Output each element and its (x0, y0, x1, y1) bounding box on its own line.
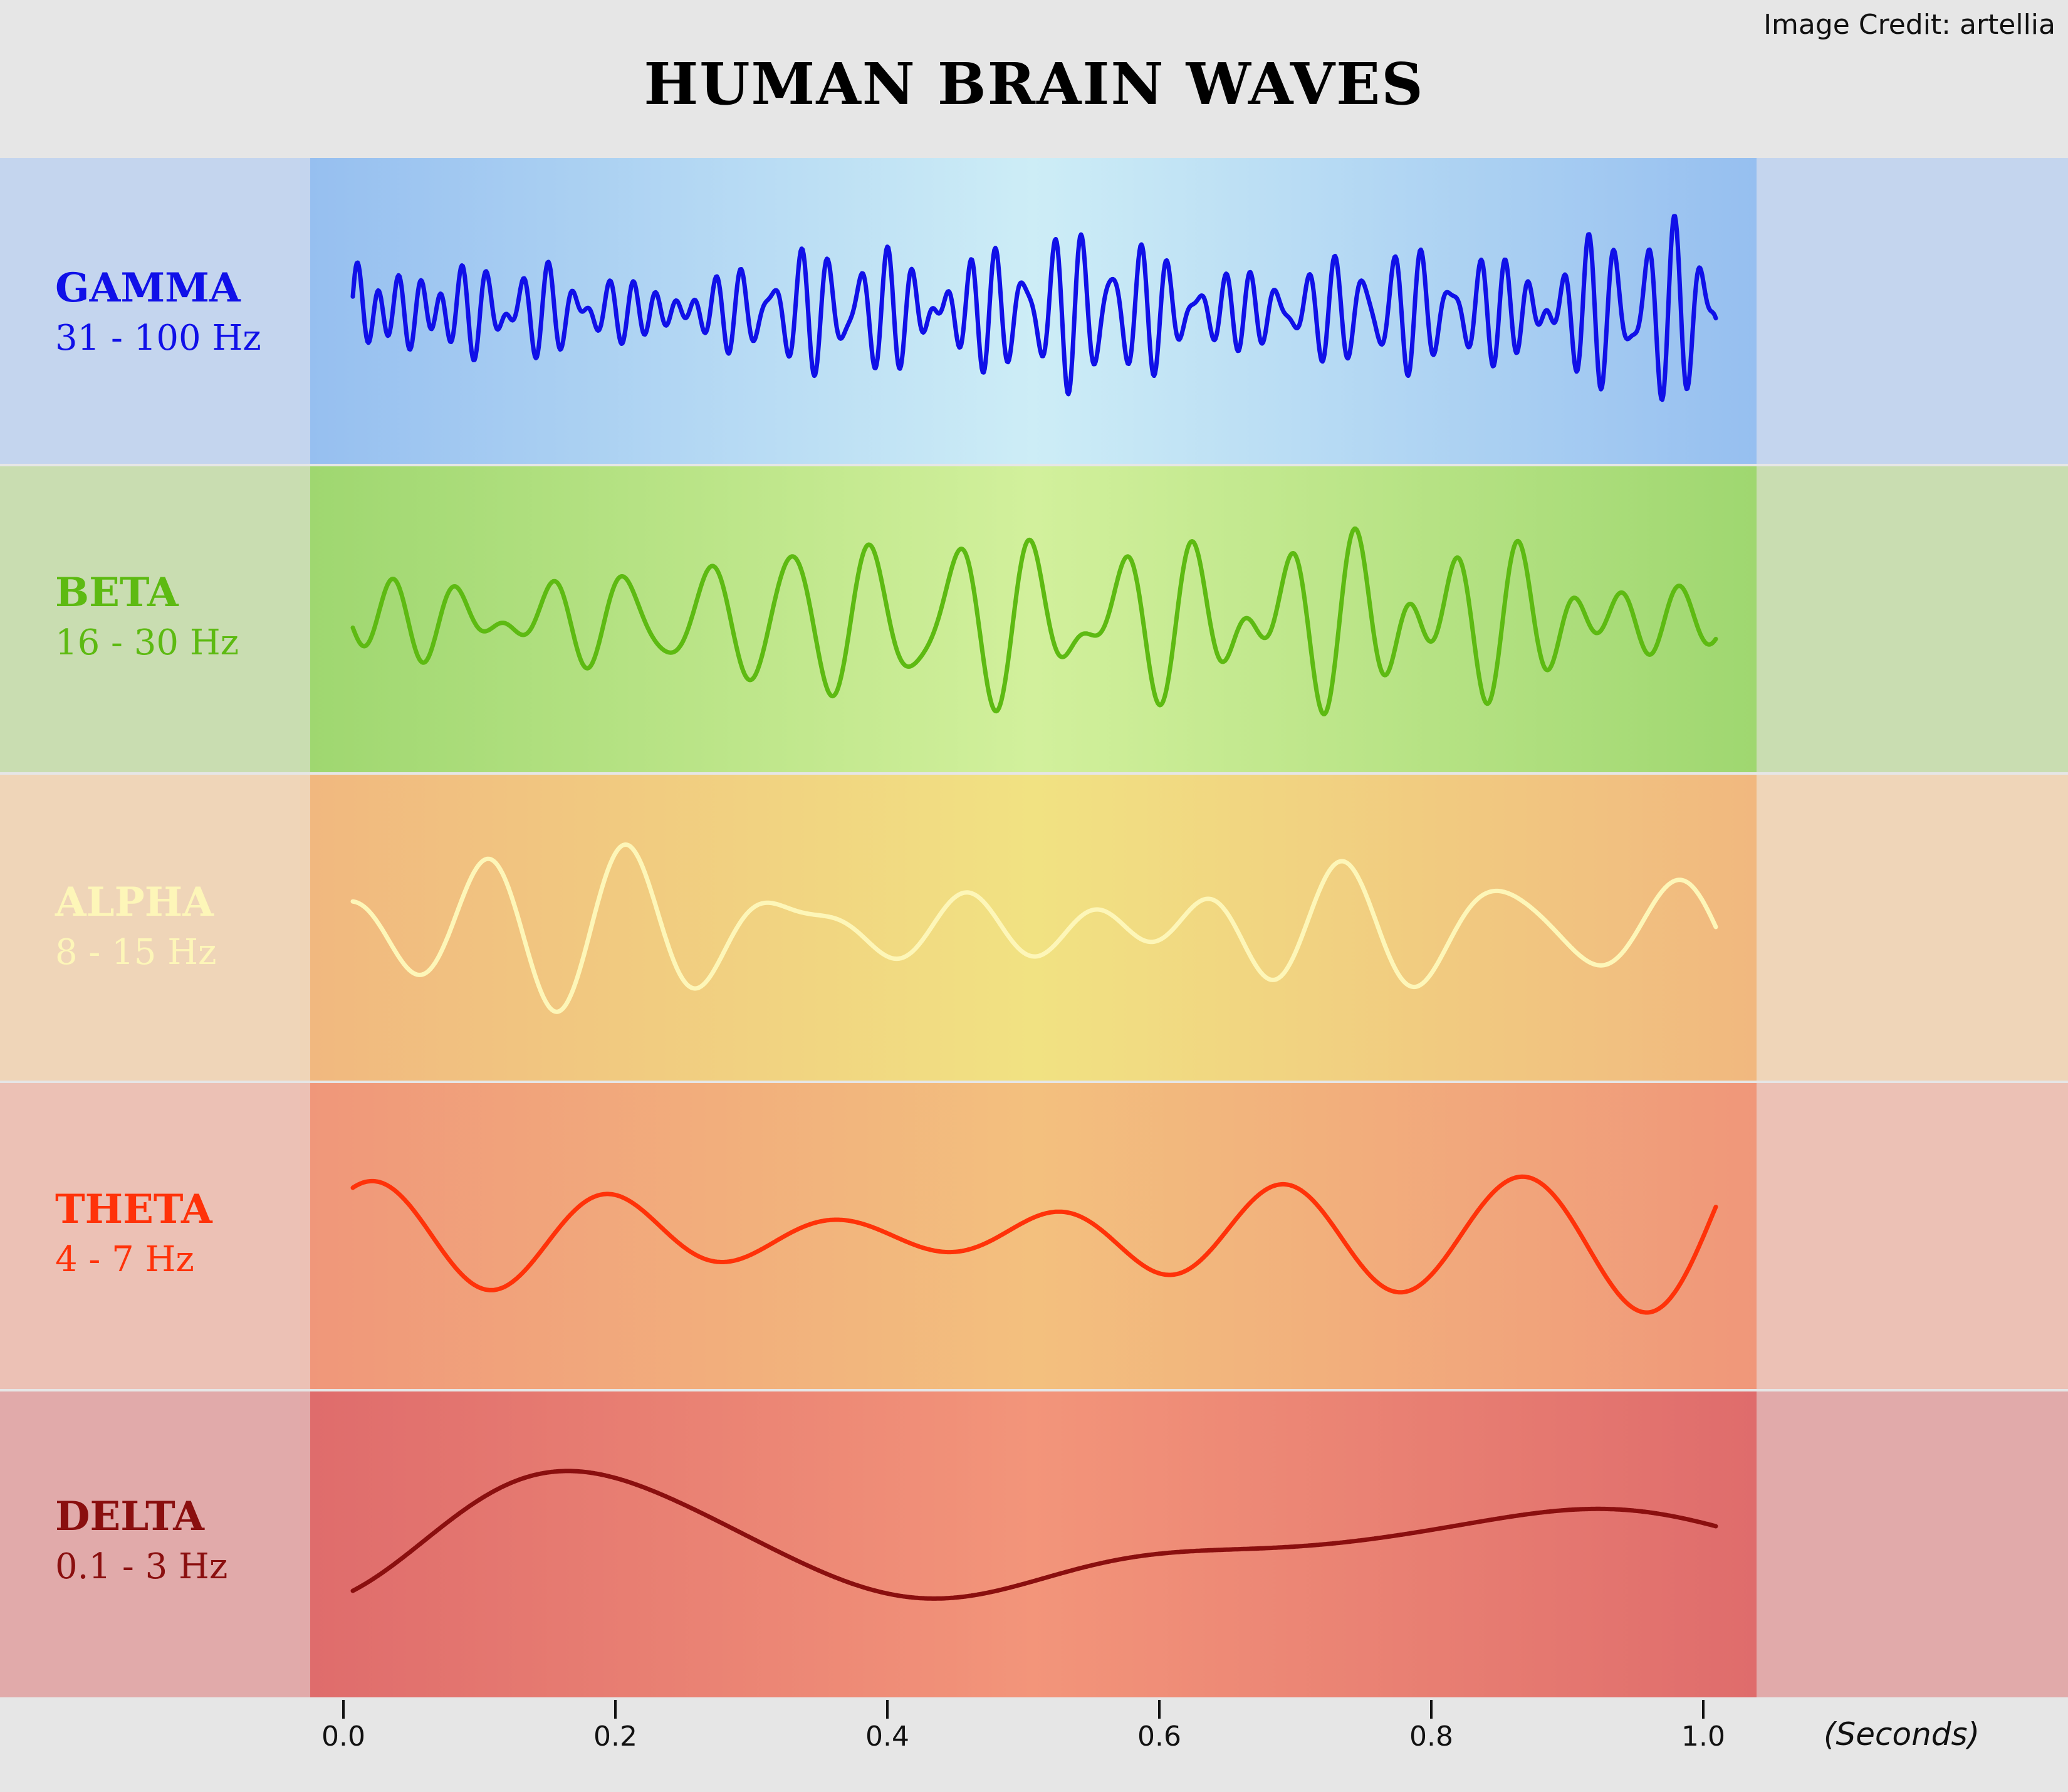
band-theta-plot-area (310, 1083, 1757, 1389)
waveform-gamma (350, 214, 1718, 402)
band-delta (0, 1391, 2068, 1697)
band-name-theta: THETA (55, 1186, 212, 1233)
band-gamma (0, 158, 2068, 464)
band-label-delta: DELTA 0.1 - 3 Hz (55, 1492, 227, 1592)
band-range-delta: 0.1 - 3 Hz (55, 1546, 228, 1587)
band-beta-left-strip (0, 466, 310, 772)
axis-unit-label: (Seconds) (1824, 1716, 1980, 1753)
band-range-beta: 16 - 30 Hz (55, 622, 239, 663)
band-delta-left-strip (0, 1391, 310, 1697)
band-gamma-right-strip (1757, 158, 2068, 464)
page-title: HUMAN BRAIN WAVES (644, 50, 1424, 118)
band-label-beta: BETA 16 - 30 Hz (55, 568, 239, 668)
band-name-gamma: GAMMA (55, 265, 241, 312)
band-range-theta: 4 - 7 Hz (55, 1239, 194, 1280)
band-delta-right-strip (1757, 1391, 2068, 1697)
band-beta-plot-area (310, 466, 1757, 772)
waveform-beta (350, 526, 1718, 716)
band-beta (0, 466, 2068, 772)
image-credit: Image Credit: artellia (1763, 9, 2055, 41)
band-alpha-plot-area (310, 775, 1757, 1081)
axis-tick-label: 0.8 (1409, 1721, 1453, 1753)
band-name-delta: DELTA (55, 1493, 204, 1540)
waveform-delta (350, 1469, 1718, 1601)
band-range-gamma: 31 - 100 Hz (55, 318, 261, 359)
axis-tick-label: 0.4 (865, 1721, 909, 1753)
band-alpha-left-strip (0, 775, 310, 1081)
band-alpha-right-strip (1757, 775, 2068, 1081)
band-name-alpha: ALPHA (55, 879, 214, 926)
band-label-gamma: GAMMA 31 - 100 Hz (55, 263, 261, 364)
axis-tick-label: 1.0 (1681, 1721, 1725, 1753)
axis-tick-label: 0.6 (1137, 1721, 1181, 1753)
band-name-beta: BETA (55, 569, 179, 616)
band-label-theta: THETA 4 - 7 Hz (55, 1185, 212, 1285)
band-gamma-left-strip (0, 158, 310, 464)
band-theta (0, 1083, 2068, 1389)
band-theta-left-strip (0, 1083, 310, 1389)
axis-tick-label: 0.0 (321, 1721, 365, 1753)
band-delta-plot-area (310, 1391, 1757, 1697)
band-theta-right-strip (1757, 1083, 2068, 1389)
waveform-theta (350, 1174, 1718, 1315)
band-label-alpha: ALPHA 8 - 15 Hz (55, 878, 217, 978)
waveform-alpha (350, 842, 1718, 1014)
band-range-alpha: 8 - 15 Hz (55, 932, 217, 973)
band-beta-right-strip (1757, 466, 2068, 772)
band-alpha (0, 775, 2068, 1081)
axis-tick-label: 0.2 (593, 1721, 637, 1753)
